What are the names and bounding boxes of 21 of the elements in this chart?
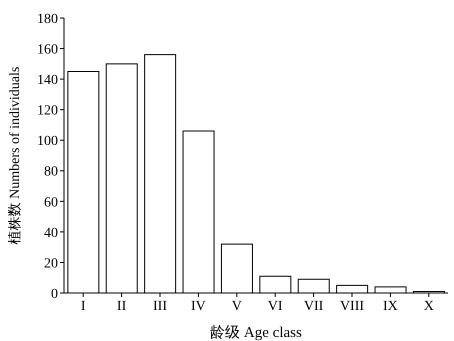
- y-tick-label: 80: [44, 164, 58, 180]
- y-tick-label: 160: [37, 42, 58, 58]
- x-tick-label: IV: [191, 298, 206, 314]
- x-tick-label: VI: [268, 298, 283, 314]
- x-tick-label: V: [232, 298, 242, 314]
- x-axis-title: 龄级 Age class: [210, 324, 302, 341]
- y-tick-label: 20: [44, 256, 58, 272]
- x-tick-label: III: [153, 298, 168, 314]
- x-tick-label: X: [424, 298, 434, 314]
- x-tick-label: VII: [304, 298, 324, 314]
- y-tick-label: 180: [37, 12, 58, 27]
- y-tick-label: 120: [37, 104, 58, 119]
- x-tick-label: IX: [383, 298, 398, 314]
- y-tick-label: 140: [37, 73, 58, 88]
- y-tick-label: 100: [37, 134, 58, 150]
- x-tick-label: VIII: [340, 298, 364, 314]
- y-tick-label: 0: [51, 286, 58, 302]
- x-tick-label: II: [116, 298, 127, 314]
- x-tick-label: I: [80, 298, 86, 314]
- y-tick-label: 40: [44, 226, 58, 241]
- y-tick-label: 60: [44, 195, 58, 210]
